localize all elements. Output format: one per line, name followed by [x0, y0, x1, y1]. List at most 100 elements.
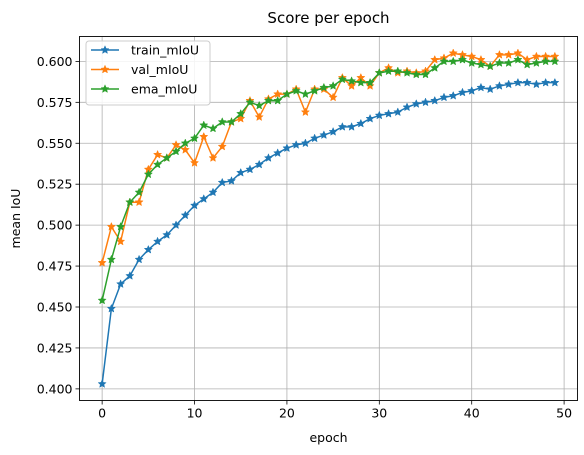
data-point [494, 58, 505, 67]
data-point [328, 81, 338, 90]
data-point [97, 257, 107, 267]
data-point [402, 68, 412, 77]
data-point [208, 187, 218, 197]
x-tick-label: 10 [187, 406, 203, 421]
data-point [504, 58, 514, 67]
data-point [430, 95, 440, 105]
data-point [254, 159, 264, 169]
y-tick-label: 0.450 [37, 300, 73, 315]
series-line [101, 81, 555, 385]
y-tick-label: 0.550 [37, 136, 73, 151]
data-point [236, 108, 246, 118]
data-point [346, 122, 357, 131]
data-point [346, 81, 357, 90]
data-point [411, 69, 421, 79]
data-point [300, 107, 311, 117]
data-point [374, 68, 384, 77]
y-tick-label: 0.600 [37, 54, 73, 69]
data-point [180, 210, 190, 220]
data-point [467, 58, 477, 67]
y-tick-label: 0.500 [37, 218, 73, 233]
y-tick-label: 0.425 [37, 340, 73, 355]
data-point [485, 84, 495, 94]
data-point [393, 66, 403, 76]
x-axis-title: epoch [309, 430, 347, 445]
data-point [365, 81, 375, 90]
legend-entry: ema_mIoU [91, 82, 197, 97]
axis-ticks: 0 10 20 30 40 50 0.400 0.425 0.450 0.475 0.500 0.52… [37, 54, 572, 421]
series-train_mIoU [97, 77, 560, 388]
chart-title: Score per epoch [267, 9, 389, 27]
data-point [282, 143, 292, 153]
data-point [273, 95, 283, 105]
data-point [513, 77, 523, 87]
data-point [152, 149, 163, 159]
data-point [383, 66, 394, 76]
data-point [504, 49, 514, 59]
data-point [365, 77, 375, 87]
data-point [541, 77, 551, 87]
data-point [171, 146, 181, 156]
data-point [199, 120, 209, 130]
data-point [134, 187, 144, 197]
data-point [199, 131, 209, 141]
y-axis-title: mean IoU [8, 189, 23, 249]
data-point [180, 144, 190, 154]
data-point [162, 230, 172, 239]
data-point [217, 141, 227, 151]
x-tick-label: 30 [371, 406, 387, 421]
data-point [208, 123, 218, 133]
legend-marker [100, 84, 110, 93]
data-point [411, 99, 421, 108]
data-point [143, 244, 153, 254]
data-point [346, 76, 357, 85]
data-point [97, 295, 107, 305]
data-point [430, 63, 440, 72]
data-point [125, 271, 135, 280]
data-point [291, 86, 301, 95]
data-point [134, 197, 144, 207]
plot-area-frame [79, 36, 578, 401]
data-point [448, 48, 458, 58]
x-tick-label: 40 [464, 406, 480, 421]
data-point [116, 221, 126, 231]
data-point [457, 54, 468, 64]
data-point [319, 82, 329, 92]
x-tick-label: 20 [279, 406, 295, 421]
y-tick-label: 0.525 [37, 177, 73, 192]
legend-label: ema_mIoU [131, 82, 197, 97]
data-point [300, 89, 311, 99]
data-point [180, 138, 190, 148]
data-point [522, 59, 532, 69]
data-point [97, 379, 107, 388]
data-point [522, 77, 532, 87]
x-tick-label: 0 [98, 406, 106, 421]
data-point [328, 92, 338, 102]
legend-marker [100, 45, 110, 54]
data-point [420, 97, 431, 107]
data-point [152, 236, 163, 246]
data-point [226, 117, 237, 126]
data-point [504, 79, 514, 89]
data-point [245, 97, 255, 107]
data-point [217, 177, 227, 187]
data-point [531, 79, 541, 89]
data-point [217, 117, 227, 126]
data-point [494, 81, 505, 90]
data-point [476, 59, 486, 69]
legend-label: train_mIoU [131, 43, 199, 58]
data-point [291, 140, 301, 149]
data-point [263, 153, 274, 162]
legend-marker [100, 64, 110, 74]
data-point [152, 159, 163, 169]
legend-entry: val_mIoU [91, 62, 188, 77]
data-point [337, 74, 347, 84]
y-tick-label: 0.475 [37, 259, 73, 274]
data-point [393, 107, 403, 117]
data-point [541, 56, 551, 66]
data-point [430, 54, 440, 64]
data-point [125, 197, 135, 207]
data-point [254, 100, 264, 110]
data-point [189, 133, 200, 143]
data-point [310, 86, 320, 95]
